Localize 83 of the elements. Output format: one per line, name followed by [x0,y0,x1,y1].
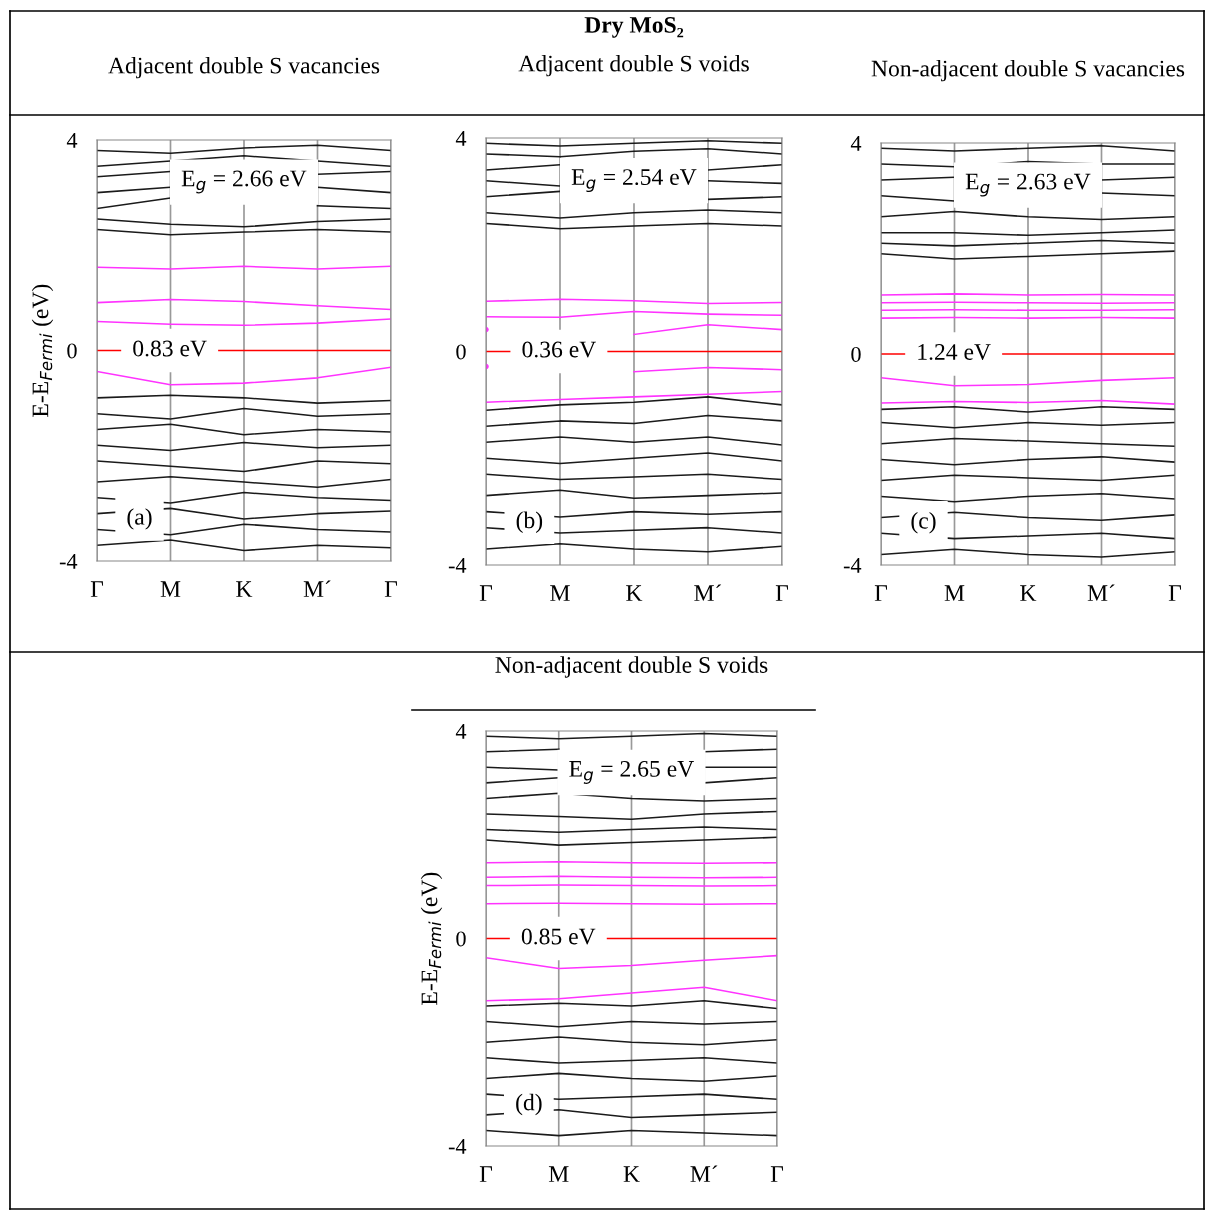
line-series [97,144,391,154]
y-tick-label: 4 [850,136,862,151]
x-tick-label: M [160,581,181,597]
line-series [486,489,782,500]
line-series [97,476,391,489]
line-series [486,452,782,465]
line-series [97,218,391,228]
line-series [881,456,1175,466]
line-series [486,810,777,820]
x-tick-label: Γ [479,1166,493,1182]
y-tick-label: 0 [456,344,466,360]
annotation: (d) [516,1093,542,1116]
y-tick-label: 0 [851,346,861,362]
x-tick-label: Γ [874,585,888,601]
chart-subtitle: Non-adjacent double S vacancies [871,59,1185,82]
chart-subtitle: Non-adjacent double S voids [495,656,768,678]
y-tick-label: 0 [456,931,466,947]
y-tick-label: 4 [455,724,467,739]
annotation: 0.85 eV [521,928,596,945]
x-tick-label: Γ [1168,585,1182,601]
x-tick-label: M´ [303,580,331,597]
annotation: (c) [911,512,936,534]
x-tick-label: Γ [770,1166,784,1182]
annotation: 1.24 eV [918,344,991,361]
y-tick-label: -4 [448,1139,467,1154]
line-series [97,366,391,386]
annotation: (b) [516,511,543,534]
annotation: E$_{g}$ = 2.54 eV [571,169,697,193]
line-series [486,999,777,1010]
x-tick-label: M´ [690,1165,718,1182]
annotation: (a) [127,508,152,530]
line-series [97,394,391,404]
line-series [97,441,391,452]
x-tick-label: Γ [479,585,493,601]
x-tick-label: K [626,585,643,601]
x-tick-label: M´ [1087,584,1115,601]
line-series [486,836,777,846]
line-series [97,318,391,327]
chart-subtitle: Adjacent double S vacancies [108,56,380,79]
line-series [881,493,1175,503]
line-series [97,298,391,311]
chart-subtitle: Adjacent double S voids [518,54,749,77]
line-series [97,423,391,436]
chart-title: Dry MoS₂ [584,16,684,38]
line-series [486,147,782,158]
x-tick-label: M [548,1166,569,1182]
line-series [486,954,777,970]
x-tick-label: Γ [384,581,398,597]
x-tick-label: K [1020,585,1037,601]
line-series [486,1072,777,1082]
line-series [97,407,391,420]
line-series [881,548,1175,558]
line-series [881,437,1175,448]
x-tick-label: K [623,1166,640,1182]
y-axis-title: E-E$_{Fermi}$ (eV) [31,284,54,417]
line-series [97,539,391,552]
line-series [97,460,391,473]
y-axis-title: E-E$_{Fermi}$ (eV) [420,872,443,1005]
annotation: E$_{g}$ = 2.66 eV [181,170,307,194]
x-tick-label: M [550,585,570,601]
x-tick-label: M´ [694,584,722,601]
line-series [881,376,1175,387]
line-series [486,1036,777,1046]
annotation: E$_{g}$ = 2.65 eV [569,760,694,784]
line-series [486,414,782,427]
y-tick-label: 0 [67,343,77,359]
line-series [486,542,782,553]
x-tick-label: Γ [775,585,789,601]
y-tick-label: -4 [59,554,78,569]
annotation: 0.36 eV [522,341,597,358]
y-tick-label: -4 [843,558,862,573]
annotation: E$_{g}$ = 2.63 eV [965,173,1091,197]
annotation: 0.83 eV [133,340,207,357]
x-tick-label: M [944,585,965,601]
line-series [486,390,782,403]
y-tick-label: 4 [66,133,78,148]
line-series [486,986,777,1002]
x-tick-label: K [236,581,253,597]
y-tick-label: -4 [448,558,467,573]
y-tick-label: 4 [455,131,467,146]
x-tick-label: Γ [90,581,104,597]
line-series [486,396,782,411]
line-series [881,250,1175,260]
